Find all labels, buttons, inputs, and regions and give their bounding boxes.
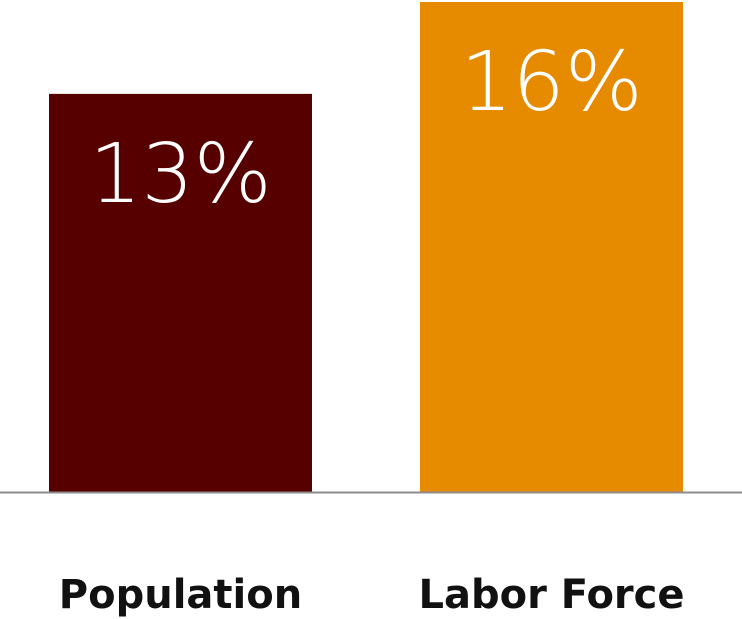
bar (420, 2, 683, 492)
value-label: 16% (460, 35, 642, 130)
x-tick-label: Population (59, 572, 302, 618)
x-tick-label: Labor Force (419, 572, 685, 618)
bar (49, 93, 312, 492)
value-label: 13% (89, 127, 271, 222)
